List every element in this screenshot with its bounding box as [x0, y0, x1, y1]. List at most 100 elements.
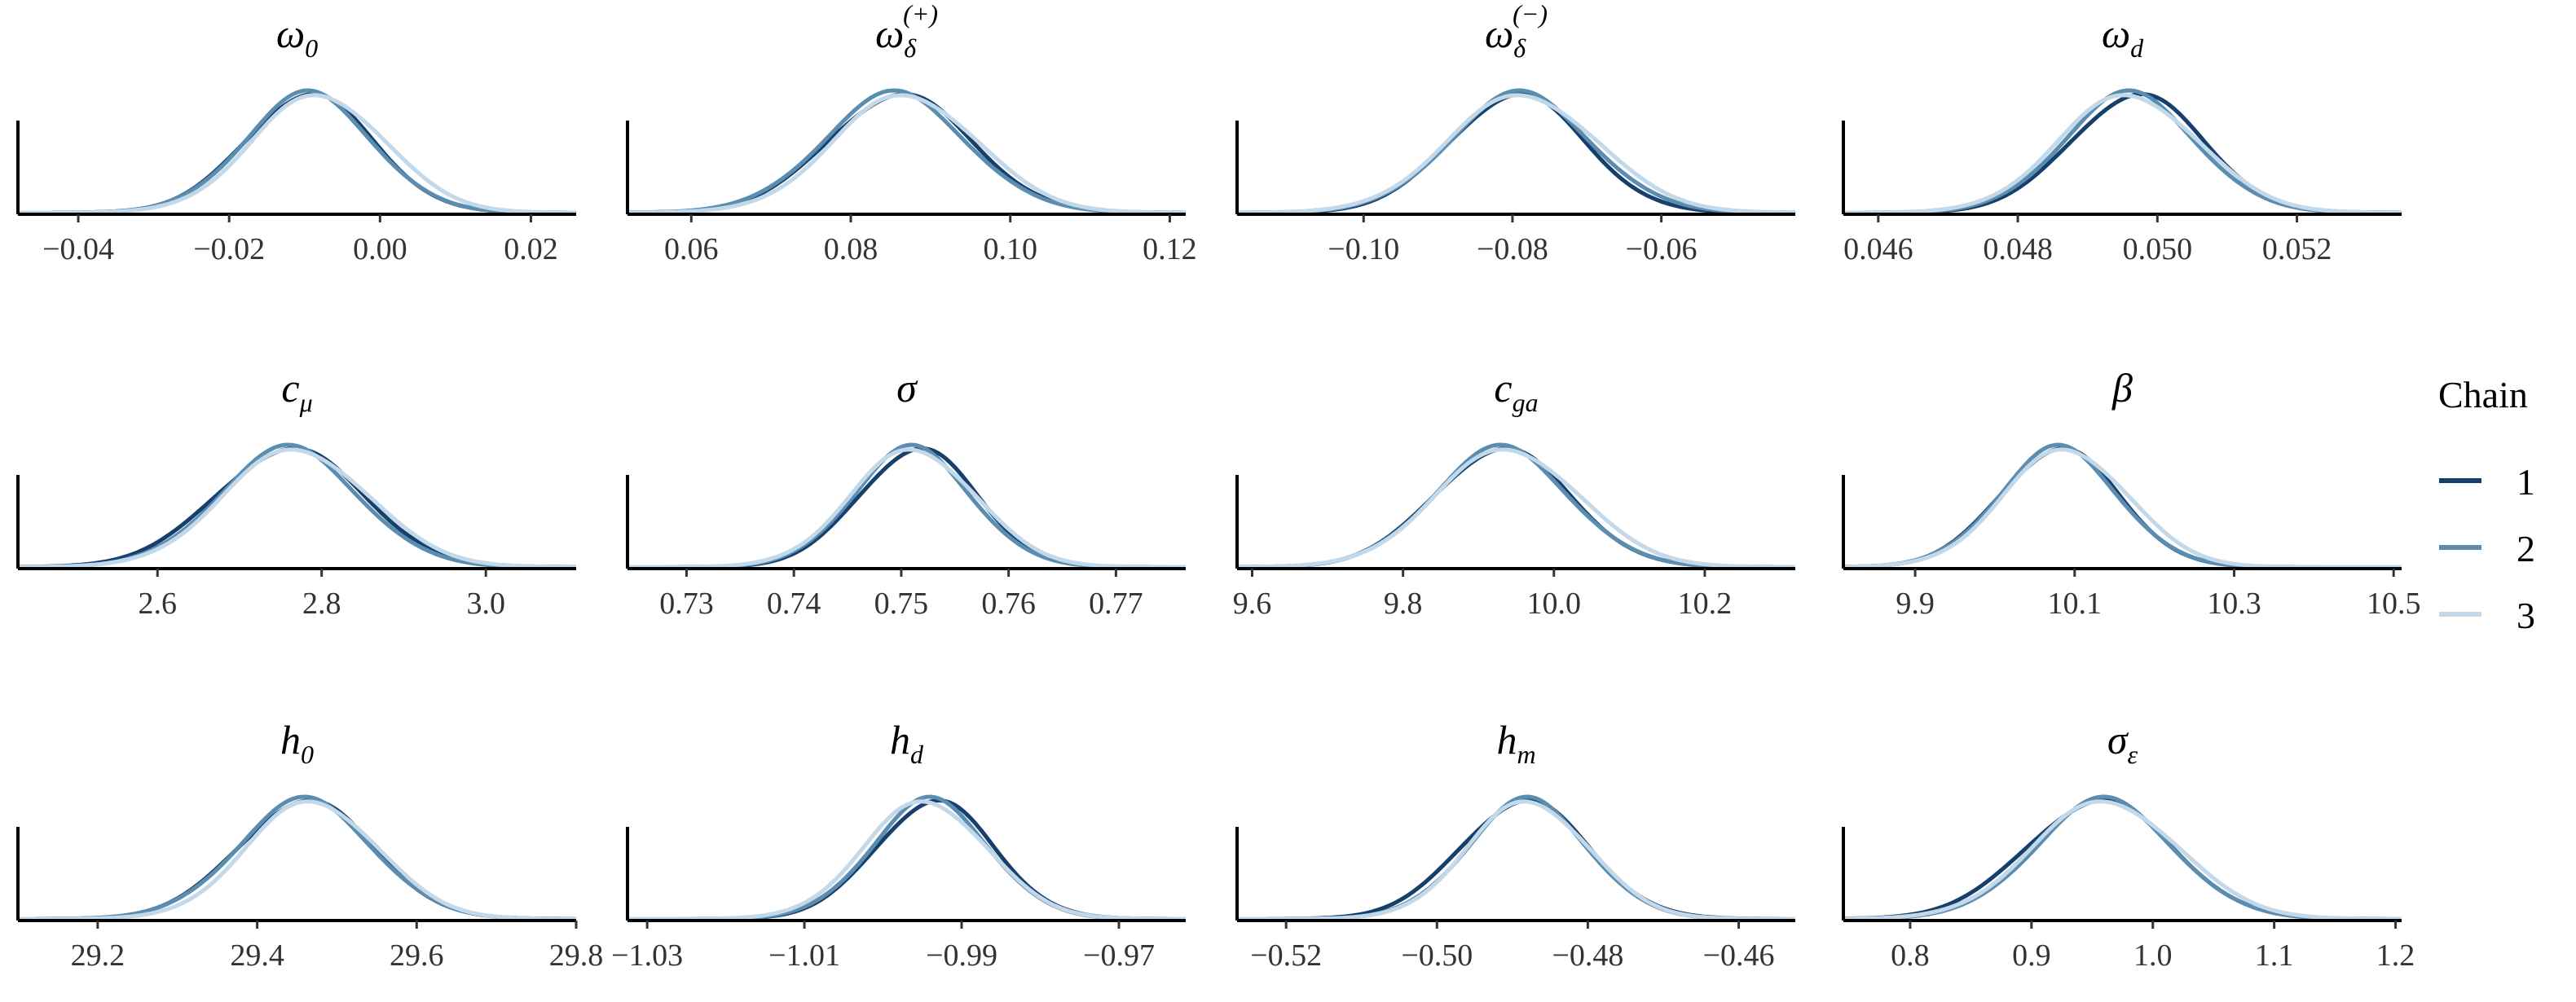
density-line-chain-3 [627, 799, 1186, 921]
density-line-chain-1 [18, 92, 576, 215]
x-tick-label: −0.50 [1401, 938, 1473, 973]
density-line-chain-2 [1843, 442, 2402, 569]
density-line-chain-3 [1843, 447, 2402, 569]
panel-title-superscript: (−) [1513, 0, 1548, 29]
x-tick-label: 0.73 [659, 587, 714, 621]
x-tick-label: 10.2 [1678, 587, 1733, 621]
x-tick-label: 29.6 [390, 938, 444, 973]
x-tick-label: 10.5 [2367, 587, 2421, 621]
density-panel: β 9.9 10.1 10.3 10.5 [1842, 365, 2421, 621]
panel-title-subscript: ga [1513, 388, 1539, 417]
x-tick-label: −0.97 [1083, 938, 1155, 973]
panel-title-symbol: σ [2107, 717, 2129, 762]
density-panel: σε 0.8 0.9 1.0 1.1 1.2 [1842, 717, 2415, 973]
density-line-chain-1 [18, 798, 577, 921]
density-line-chain-3 [1843, 799, 2402, 921]
panel-title-symbol: ω [2102, 11, 2130, 56]
density-line-chain-3 [18, 93, 576, 215]
x-tick-label: 0.06 [664, 232, 719, 266]
panel-title: h0 [280, 717, 314, 769]
panel-title: ω0 [276, 11, 318, 63]
density-panel: hd −1.03 −1.01 −0.99 −0.97 [611, 717, 1186, 973]
x-tick-label: 10.1 [2048, 587, 2103, 621]
density-line-chain-3 [1237, 93, 1795, 215]
legend-label-chain-2: 2 [2517, 528, 2535, 569]
density-line-chain-1 [18, 446, 576, 569]
density-line-chain-2 [1237, 794, 1795, 921]
x-tick-label: −1.01 [768, 938, 840, 973]
panel-title-subscript: d [2130, 33, 2144, 63]
density-line-chain-2 [1843, 794, 2402, 921]
panel-title-symbol: ω [1485, 11, 1513, 56]
panel-title: cga [1494, 365, 1538, 417]
x-tick-label: −0.99 [926, 938, 997, 973]
density-panel: ωδ (−) −0.10 −0.08 −0.06 [1235, 0, 1795, 266]
panel-title: ωδ (−) [1485, 0, 1548, 63]
x-tick-label: 1.0 [2133, 938, 2173, 973]
density-panel: ω0 −0.04 −0.02 0.00 0.02 [16, 11, 576, 266]
density-line-chain-1 [1237, 92, 1795, 215]
panel-title: β [2111, 365, 2133, 411]
x-tick-label: 0.75 [874, 587, 929, 621]
density-line-chain-1 [1843, 92, 2402, 215]
panel-title-subscript: μ [299, 388, 313, 417]
x-tick-label: 3.0 [466, 587, 505, 621]
density-line-chain-3 [18, 799, 577, 921]
x-tick-label: 29.4 [230, 938, 284, 973]
legend-items: 1 2 3 [2439, 461, 2535, 636]
panel-title-symbol: h [280, 717, 301, 762]
x-tick-label: 0.02 [504, 232, 558, 266]
panel-title-subscript: 0 [305, 33, 318, 63]
x-tick-label: 0.76 [981, 587, 1036, 621]
density-line-chain-1 [1843, 446, 2402, 569]
density-line-chain-1 [627, 446, 1186, 569]
legend-label-chain-1: 1 [2517, 461, 2535, 503]
x-tick-label: −0.04 [42, 232, 114, 266]
density-line-chain-3 [18, 447, 576, 569]
panel-title: σε [2107, 717, 2138, 769]
density-line-chain-1 [627, 798, 1186, 921]
density-line-chain-2 [1843, 88, 2402, 215]
x-tick-label: −0.10 [1328, 232, 1399, 266]
panel-title-symbol: c [281, 365, 299, 411]
density-panel: cga 9.6 9.8 10.0 10.2 [1233, 365, 1796, 621]
x-tick-label: 29.8 [549, 938, 604, 973]
legend-label-chain-3: 3 [2517, 595, 2535, 636]
x-tick-label: −0.52 [1250, 938, 1322, 973]
panel-title-subscript: m [1517, 740, 1535, 769]
x-tick-label: −0.08 [1477, 232, 1548, 266]
density-line-chain-1 [1237, 798, 1795, 921]
panel-title: σ [896, 365, 918, 411]
density-line-chain-2 [18, 88, 576, 215]
panel-title: hm [1496, 717, 1535, 769]
x-tick-label: 9.8 [1384, 587, 1423, 621]
panel-title-symbol: h [1496, 717, 1517, 762]
density-line-chain-2 [627, 442, 1186, 569]
chain-legend: Chain 1 2 3 [2438, 374, 2535, 636]
panel-title-symbol: β [2111, 365, 2133, 411]
panel-title: cμ [281, 365, 312, 417]
density-panel: ωδ (+) 0.06 0.08 0.10 0.12 [626, 0, 1197, 266]
x-tick-label: 1.2 [2376, 938, 2415, 973]
panel-title: ωd [2102, 11, 2144, 63]
x-tick-label: 0.00 [353, 232, 407, 266]
panel-title-symbol: ω [875, 11, 904, 56]
density-line-chain-2 [1237, 442, 1795, 569]
panel-title-subscript: 0 [301, 740, 314, 769]
density-panel: h0 29.2 29.4 29.6 29.8 [16, 717, 604, 973]
density-line-chain-2 [1236, 88, 1795, 215]
x-tick-label: 29.2 [71, 938, 125, 973]
density-panel: hm −0.52 −0.50 −0.48 −0.46 [1235, 717, 1795, 973]
density-line-chain-3 [627, 447, 1186, 569]
x-tick-label: 2.8 [302, 587, 341, 621]
density-line-chain-3 [627, 93, 1186, 215]
x-tick-label: 0.9 [2012, 938, 2051, 973]
panel-title-subscript: δ [1513, 33, 1526, 63]
x-tick-label: 0.10 [983, 232, 1037, 266]
density-line-chain-2 [18, 794, 577, 921]
x-tick-label: 0.052 [2262, 232, 2332, 266]
x-tick-label: 1.1 [2255, 938, 2294, 973]
legend-title: Chain [2438, 374, 2528, 415]
